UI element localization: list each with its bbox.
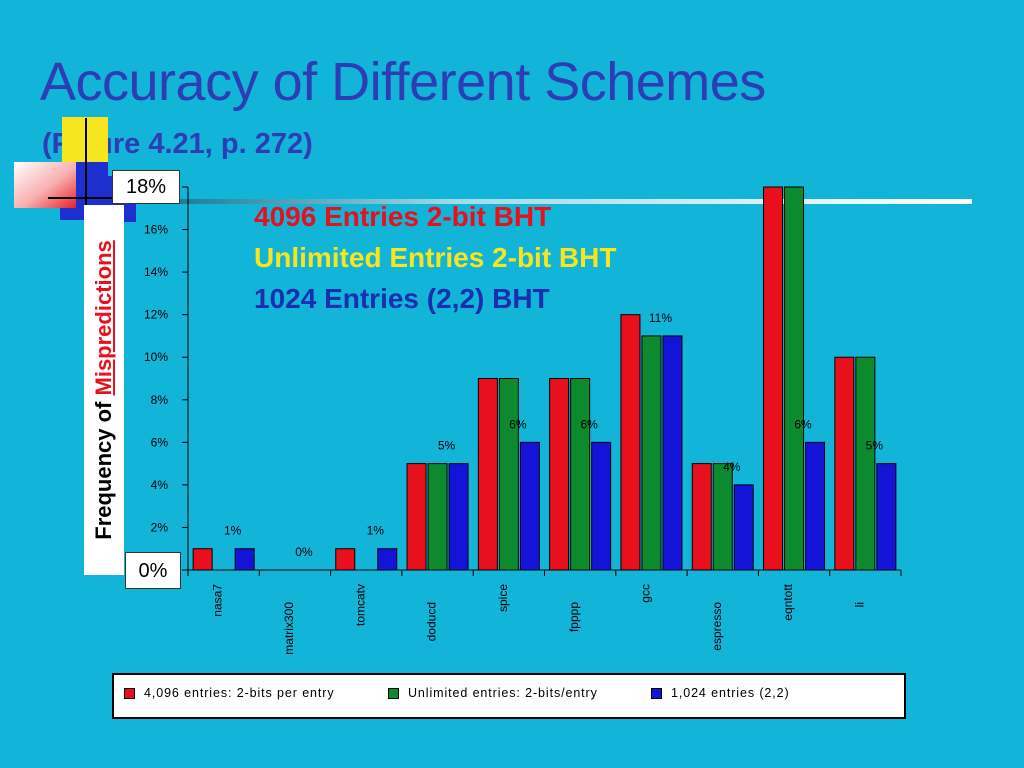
category-label: nasa7 — [211, 584, 225, 617]
category-label: matrix300 — [282, 602, 296, 655]
data-label: 6% — [794, 417, 812, 431]
y-tick-label: 12% — [144, 308, 168, 322]
category-label: espresso — [710, 602, 724, 651]
bar — [570, 378, 591, 571]
y-callout-top: 18% — [112, 170, 180, 204]
bar — [641, 335, 662, 571]
big-legend-item-unlimited: Unlimited Entries 2-bit BHT — [254, 242, 617, 273]
bar — [855, 356, 876, 571]
big-legend-item-4096: 4096 Entries 2-bit BHT — [254, 201, 552, 232]
y-tick-label: 8% — [151, 393, 169, 407]
bar — [763, 186, 784, 571]
bar — [234, 548, 255, 571]
category-label: spice — [496, 584, 510, 612]
legend-label-4096: 4,096 entries: 2-bits per entry — [144, 686, 335, 700]
bar — [519, 441, 540, 571]
legend-swatch-green — [388, 687, 399, 699]
category-label: tomcatv — [353, 584, 367, 626]
y-tick-label: 4% — [151, 478, 169, 492]
data-label: 5% — [866, 439, 884, 453]
legend-item-4096: 4,096 entries: 2-bits per entry — [124, 686, 335, 700]
bar — [805, 441, 826, 571]
data-label: 4% — [723, 460, 741, 474]
y-tick-label: 14% — [144, 265, 168, 279]
bar — [477, 378, 498, 571]
y-axis-label-box — [84, 205, 124, 575]
bar — [876, 463, 897, 571]
data-label: 5% — [438, 439, 456, 453]
bar — [662, 335, 683, 571]
bar — [712, 463, 733, 571]
data-label: 0% — [295, 545, 313, 559]
bar — [498, 378, 519, 571]
bar — [427, 463, 448, 571]
data-label: 6% — [509, 417, 527, 431]
bar — [591, 441, 612, 571]
big-legend-item-1024: 1024 Entries (2,2) BHT — [254, 283, 550, 314]
bar — [784, 186, 805, 571]
big-legend: 4096 Entries 2-bit BHT Unlimited Entries… — [254, 196, 616, 319]
category-label: gcc — [638, 584, 652, 603]
bar — [192, 548, 213, 571]
y-callout-bottom: 0% — [125, 552, 181, 589]
bar — [377, 548, 398, 571]
bar — [406, 463, 427, 571]
legend-item-unlimited: Unlimited entries: 2-bits/entry — [388, 686, 598, 700]
y-tick-label: 2% — [151, 520, 169, 534]
category-label: doducd — [425, 602, 439, 641]
data-label: 1% — [367, 524, 385, 538]
bar — [691, 463, 712, 571]
legend-label-1024: 1,024 entries (2,2) — [671, 686, 790, 700]
y-tick-label: 16% — [144, 223, 168, 237]
bar — [834, 356, 855, 571]
category-label: li — [852, 602, 866, 607]
bar — [620, 314, 641, 571]
slide-title: Accuracy of Different Schemes — [40, 52, 766, 112]
y-tick-label: 10% — [144, 350, 168, 364]
category-label: eqntott — [781, 583, 795, 620]
legend-item-1024: 1,024 entries (2,2) — [651, 686, 790, 700]
data-label: 6% — [580, 417, 598, 431]
y-tick-label: 6% — [151, 435, 169, 449]
legend-label-unlimited: Unlimited entries: 2-bits/entry — [408, 686, 598, 700]
bar — [733, 484, 754, 571]
data-label: 1% — [224, 524, 242, 538]
data-label: 11% — [649, 311, 672, 325]
bar — [549, 378, 570, 571]
legend-swatch-red — [124, 687, 135, 699]
bar — [448, 463, 469, 571]
chart-legend: 4,096 entries: 2-bits per entry Unlimite… — [112, 673, 906, 719]
legend-swatch-blue — [651, 687, 662, 699]
title-rule — [180, 199, 972, 204]
bar — [335, 548, 356, 571]
category-label: fpppp — [567, 602, 581, 632]
